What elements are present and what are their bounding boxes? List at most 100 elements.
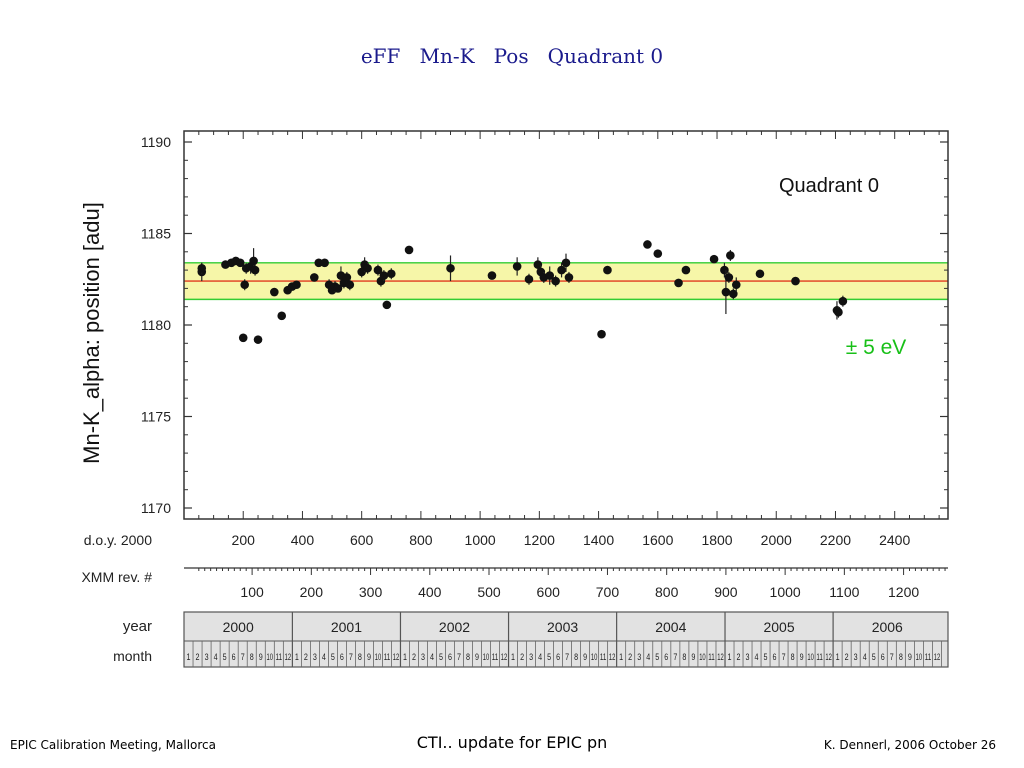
doy-tick-label: 1200 <box>524 532 555 548</box>
month-number: 12 <box>609 652 616 662</box>
y-tick-label: 1175 <box>141 409 171 425</box>
month-number: 6 <box>664 652 668 662</box>
month-number: 2 <box>196 652 200 662</box>
doy-tick-label: 2000 <box>761 532 792 548</box>
footer-talk-title: CTI.. update for EPIC pn <box>416 733 608 752</box>
data-point <box>386 269 396 279</box>
month-number: 7 <box>782 652 786 662</box>
doy-axis-label: d.o.y. 2000 <box>84 532 152 548</box>
year-label: 2004 <box>655 619 686 635</box>
month-number: 4 <box>863 652 867 662</box>
month-number: 8 <box>791 652 795 662</box>
data-point <box>277 311 287 321</box>
calendar-band <box>183 611 949 668</box>
data-point <box>333 284 343 293</box>
data-point <box>379 271 389 280</box>
month-number: 6 <box>773 652 777 662</box>
doy-tick-label: 400 <box>291 532 315 548</box>
month-number: 1 <box>619 652 623 662</box>
doy-tick-label: 1400 <box>583 532 614 548</box>
month-number: 7 <box>457 652 461 662</box>
data-point <box>292 280 301 290</box>
data-point <box>834 307 843 317</box>
month-number: 1 <box>728 652 732 662</box>
month-number: 5 <box>872 652 876 662</box>
month-number: 6 <box>340 652 344 662</box>
month-number: 9 <box>259 652 263 662</box>
month-number: 10 <box>807 652 814 662</box>
data-point <box>382 300 392 310</box>
data-point <box>533 260 543 269</box>
month-number: 10 <box>591 652 598 662</box>
rev-tick-label: 1200 <box>888 584 919 600</box>
month-number: 3 <box>854 652 858 662</box>
data-point <box>603 265 612 275</box>
doy-tick-label: 1000 <box>465 532 496 548</box>
month-number: 4 <box>646 652 650 662</box>
data-point <box>240 280 250 290</box>
data-point <box>731 280 741 290</box>
year-label: 2003 <box>547 619 578 635</box>
month-number: 11 <box>708 652 715 662</box>
rev-tick-label: 800 <box>655 584 679 600</box>
rev-tick-label: 300 <box>359 584 383 600</box>
month-number: 8 <box>250 652 254 662</box>
data-point <box>320 258 329 268</box>
month-number: 5 <box>547 652 551 662</box>
rev-tick-label: 400 <box>418 584 442 600</box>
month-number: 2 <box>304 652 308 662</box>
month-number: 12 <box>717 652 724 662</box>
month-number: 10 <box>916 652 923 662</box>
month-number: 3 <box>313 652 317 662</box>
month-number: 12 <box>825 652 832 662</box>
month-number: 10 <box>699 652 706 662</box>
data-point <box>726 251 735 260</box>
year-label: 2002 <box>439 619 470 635</box>
data-point <box>643 240 652 249</box>
month-number: 1 <box>187 652 191 662</box>
month-number: 6 <box>881 652 885 662</box>
data-point <box>551 276 560 286</box>
month-number: 7 <box>241 652 245 662</box>
month-number: 11 <box>276 652 283 662</box>
plot-title: Quadrant 0 <box>779 175 879 197</box>
month-number: 7 <box>673 652 677 662</box>
data-point <box>597 329 606 339</box>
month-number: 2 <box>737 652 741 662</box>
data-point <box>545 271 555 280</box>
month-number: 12 <box>393 652 400 662</box>
data-point <box>512 262 522 271</box>
rev-tick-label: 600 <box>537 584 561 600</box>
rev-tick-label: 700 <box>596 584 620 600</box>
data-point <box>345 280 355 290</box>
data-point <box>342 273 352 282</box>
month-number: 3 <box>421 652 425 662</box>
data-point <box>404 245 414 255</box>
month-number: 2 <box>412 652 416 662</box>
data-point <box>561 258 571 268</box>
doy-tick-label: 1600 <box>642 532 673 548</box>
month-number: 5 <box>764 652 768 662</box>
data-point <box>487 271 497 280</box>
year-label: 2000 <box>223 619 254 635</box>
rev-tick-label: 1100 <box>829 584 859 600</box>
month-number: 10 <box>375 652 382 662</box>
rev-tick-label: 900 <box>714 584 738 600</box>
data-point <box>235 258 245 268</box>
month-number: 10 <box>267 652 274 662</box>
month-number: 11 <box>492 652 499 662</box>
doy-tick-label: 600 <box>350 532 374 548</box>
data-point <box>653 249 663 258</box>
data-point <box>314 258 324 268</box>
month-number: 8 <box>466 652 470 662</box>
footer-author-date: K. Dennerl, 2006 October 26 <box>823 738 996 752</box>
month-number: 5 <box>223 652 227 662</box>
data-point <box>238 333 248 343</box>
month-number: 2 <box>520 652 524 662</box>
rev-tick-label: 1000 <box>770 584 801 600</box>
month-number: 3 <box>529 652 533 662</box>
rev-tick-label: 200 <box>300 584 324 600</box>
data-point <box>557 265 566 275</box>
data-point <box>309 273 319 282</box>
data-point <box>681 265 691 275</box>
